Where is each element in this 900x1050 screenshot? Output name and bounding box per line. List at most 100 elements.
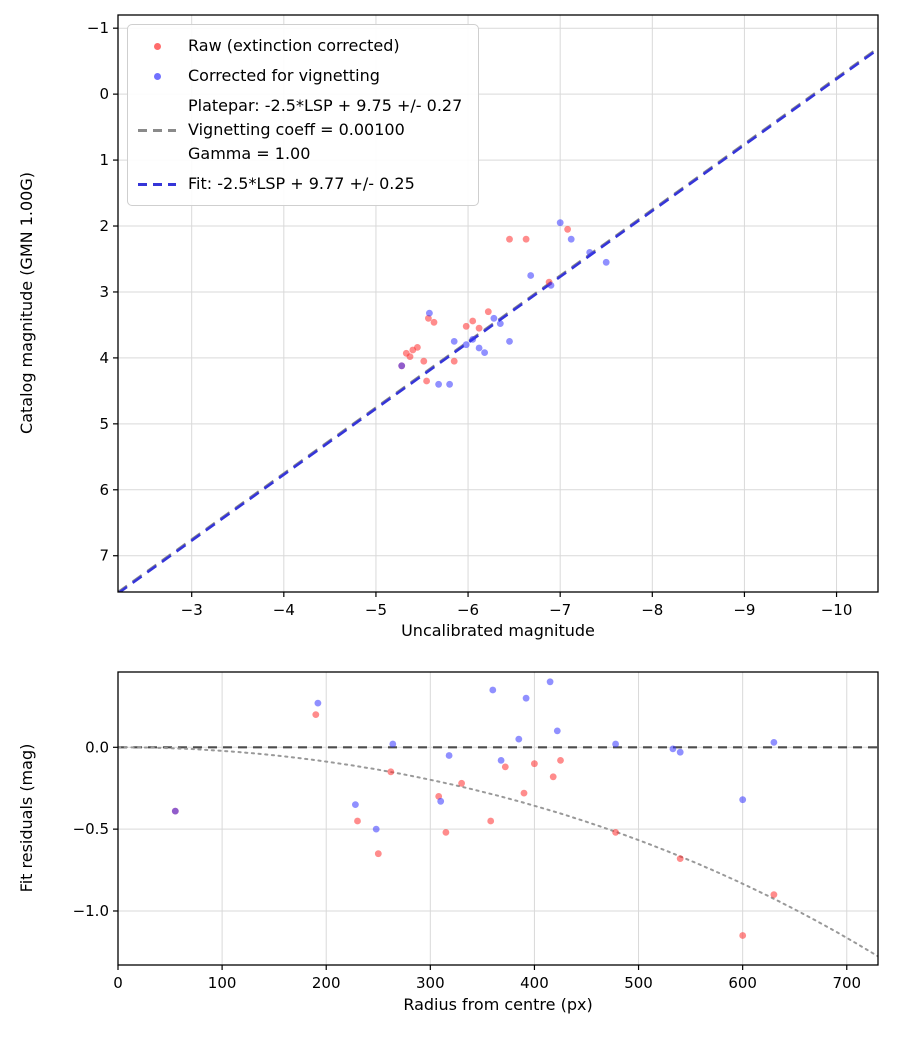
raw-point bbox=[423, 377, 430, 385]
corrected-residuals-point bbox=[515, 735, 523, 743]
blue-dot-icon bbox=[153, 72, 161, 80]
raw-point bbox=[425, 314, 432, 322]
gamma-text: Gamma = 1.00 bbox=[188, 144, 311, 163]
raw-residuals-point bbox=[387, 768, 395, 776]
x-tick-label: −8 bbox=[641, 601, 663, 619]
raw-residuals-point bbox=[770, 891, 778, 898]
raw-residuals-point bbox=[520, 789, 528, 797]
x-tick-label: 300 bbox=[416, 974, 445, 992]
corrected-point bbox=[398, 362, 406, 370]
fit-line-swatch bbox=[138, 182, 176, 186]
corrected-residuals-point bbox=[612, 740, 619, 748]
raw-residuals-point bbox=[557, 757, 564, 764]
raw-point bbox=[484, 308, 492, 316]
raw-residuals-point bbox=[501, 763, 509, 771]
vignetting-model-curve bbox=[118, 746, 878, 958]
corrected-residuals-point bbox=[739, 796, 747, 804]
corrected-point bbox=[506, 338, 513, 345]
raw-residuals-point bbox=[531, 760, 538, 768]
raw-marker-swatch bbox=[138, 42, 176, 50]
raw-residuals-point bbox=[549, 773, 557, 781]
y-tick-label: 5 bbox=[99, 415, 109, 433]
raw-point bbox=[469, 317, 477, 325]
corrected-point bbox=[490, 314, 498, 322]
legend-item-corrected: Corrected for vignetting bbox=[138, 64, 462, 88]
corrected-residuals-point bbox=[546, 678, 554, 686]
top-x-axis-label: Uncalibrated magnitude bbox=[401, 621, 595, 640]
corrected-point bbox=[556, 219, 564, 227]
raw-residuals-point bbox=[312, 711, 320, 718]
platepar-line-swatch bbox=[138, 128, 176, 132]
y-tick-label: 2 bbox=[99, 217, 109, 235]
x-tick-label: −5 bbox=[365, 601, 387, 619]
x-tick-label: 400 bbox=[520, 974, 549, 992]
raw-residuals-point bbox=[487, 817, 495, 825]
legend-label-fit: Fit: -2.5*LSP + 9.77 +/- 0.25 bbox=[188, 174, 415, 193]
corrected-point bbox=[435, 380, 442, 388]
raw-residuals-point bbox=[374, 850, 382, 858]
corrected-point bbox=[469, 336, 477, 343]
fit-line bbox=[118, 48, 878, 592]
corrected-point bbox=[426, 309, 433, 317]
raw-point bbox=[522, 235, 530, 243]
corrected-residuals-point bbox=[171, 807, 179, 815]
corrected-residuals-point bbox=[522, 694, 530, 702]
corrected-residuals-point bbox=[445, 752, 453, 759]
corrected-point bbox=[462, 341, 470, 349]
legend-item-raw: Raw (extinction corrected) bbox=[138, 34, 462, 58]
y-tick-label: 3 bbox=[99, 283, 109, 301]
corrected-residuals-point bbox=[372, 825, 380, 833]
corrected-residuals-point bbox=[497, 757, 505, 764]
raw-point bbox=[475, 324, 483, 332]
raw-point bbox=[506, 235, 513, 243]
y-tick-label: 1 bbox=[99, 151, 109, 169]
corrected-residuals-point bbox=[669, 745, 677, 753]
raw-residuals-point bbox=[458, 779, 465, 787]
raw-residuals-point bbox=[442, 829, 450, 836]
corrected-point bbox=[527, 272, 535, 279]
corrected-point bbox=[450, 338, 458, 345]
corrected-residuals-point bbox=[389, 740, 397, 748]
x-tick-label: −6 bbox=[457, 601, 479, 619]
raw-residuals-point bbox=[739, 932, 747, 939]
legend-label-raw: Raw (extinction corrected) bbox=[188, 36, 400, 55]
platepar-equation: Platepar: -2.5*LSP + 9.75 +/- 0.27 bbox=[188, 96, 463, 115]
vignetting-coeff-text: Vignetting coeff = 0.00100 bbox=[188, 120, 405, 139]
y-tick-label: 6 bbox=[99, 481, 109, 499]
legend-label-corrected: Corrected for vignetting bbox=[188, 66, 380, 85]
raw-point bbox=[430, 318, 438, 326]
x-tick-label: 500 bbox=[624, 974, 653, 992]
legend: Raw (extinction corrected) Corrected for… bbox=[127, 24, 480, 206]
y-tick-label: 7 bbox=[99, 547, 109, 565]
plot-frame bbox=[117, 671, 879, 966]
residuals-chart: 0 100 200 300 400 500 600 700 0.0 −0.5 −1.0 bbox=[73, 671, 879, 992]
x-tick-label: 200 bbox=[312, 974, 341, 992]
corrected-point bbox=[496, 320, 504, 327]
raw-point bbox=[450, 357, 458, 365]
y-tick-label: −0.5 bbox=[73, 820, 109, 838]
y-tick-label: 0 bbox=[99, 85, 109, 103]
raw-residuals-point bbox=[354, 817, 361, 825]
y-tick-label: −1 bbox=[87, 19, 109, 37]
corrected-point bbox=[547, 282, 555, 289]
x-tick-label: 100 bbox=[208, 974, 237, 992]
corrected-point bbox=[586, 249, 594, 256]
top-y-axis-label: Catalog magnitude (GMN 1.00G) bbox=[17, 172, 36, 434]
x-tick-label: 0 bbox=[113, 974, 123, 992]
raw-point bbox=[462, 322, 470, 330]
y-tick-label: 4 bbox=[99, 349, 109, 367]
raw-residuals-point bbox=[676, 855, 684, 862]
corrected-marker-swatch bbox=[138, 72, 176, 80]
x-tick-label: −4 bbox=[273, 601, 295, 619]
x-tick-label: −3 bbox=[181, 601, 203, 619]
x-tick-label: −7 bbox=[549, 601, 571, 619]
corrected-residuals-point bbox=[770, 739, 778, 746]
raw-point bbox=[414, 344, 421, 351]
corrected-point bbox=[602, 258, 610, 266]
corrected-point bbox=[481, 349, 488, 356]
corrected-residuals-point bbox=[489, 686, 497, 694]
bottom-x-axis-label: Radius from centre (px) bbox=[403, 995, 592, 1014]
